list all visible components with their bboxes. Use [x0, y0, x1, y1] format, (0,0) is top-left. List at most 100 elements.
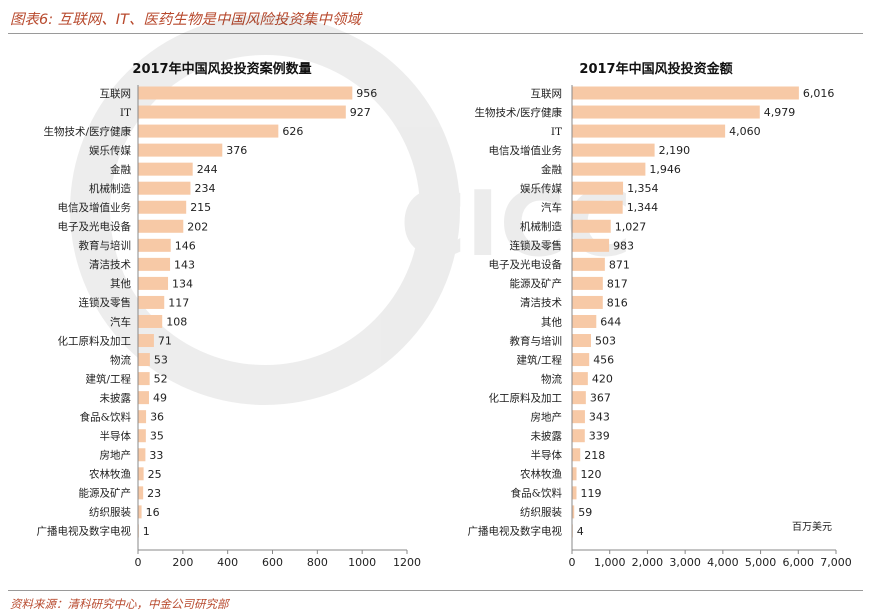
- data-label: 234: [194, 182, 215, 195]
- data-label: 871: [609, 258, 630, 271]
- bar: [572, 276, 603, 290]
- bar: [572, 334, 591, 348]
- x-tick-label: 400: [217, 556, 238, 569]
- category-label: 纺织服装: [520, 506, 562, 519]
- data-label: 4,060: [729, 125, 761, 138]
- category-label: 娱乐传媒: [520, 182, 562, 195]
- bar: [138, 295, 165, 309]
- x-tick-label: 1,000: [594, 556, 626, 569]
- top-divider: [8, 33, 863, 34]
- category-label: 清洁技术: [89, 258, 131, 271]
- bar: [572, 467, 577, 481]
- data-label: 339: [589, 430, 610, 443]
- data-label: 503: [595, 335, 616, 348]
- data-label: 202: [187, 220, 208, 233]
- x-tick-label: 1000: [348, 556, 376, 569]
- data-label: 59: [578, 506, 592, 519]
- category-label: 食品&饮料: [511, 487, 563, 500]
- data-label: 367: [590, 392, 611, 405]
- x-tick-label: 0: [135, 556, 142, 569]
- x-tick-label: 2,000: [632, 556, 664, 569]
- category-label: 其他: [110, 277, 131, 290]
- data-label: 244: [197, 163, 218, 176]
- category-label: 清洁技术: [520, 296, 562, 309]
- bar: [138, 334, 154, 348]
- bar: [572, 238, 610, 252]
- bar: [572, 410, 585, 424]
- data-label: 119: [580, 487, 601, 500]
- category-label: 互联网: [100, 88, 132, 100]
- data-label: 36: [150, 411, 164, 424]
- category-label: 教育与培训: [79, 239, 132, 252]
- category-label: 化工原料及加工: [489, 391, 563, 404]
- data-label: 4,979: [764, 106, 796, 119]
- data-label: 215: [190, 201, 211, 214]
- data-label: 71: [158, 335, 172, 348]
- bar: [138, 181, 191, 195]
- x-tick-label: 6,000: [783, 556, 815, 569]
- bar: [572, 486, 577, 500]
- data-label: 1,946: [649, 163, 681, 176]
- category-label: 食品&饮料: [80, 410, 132, 423]
- bar: [138, 162, 193, 176]
- category-label: 机械制造: [89, 182, 131, 195]
- category-label: 电子及光电设备: [58, 220, 132, 233]
- source-note: 资料来源：清科研究中心，中金公司研究部: [10, 597, 229, 611]
- x-tick-label: 200: [172, 556, 193, 569]
- data-label: 134: [172, 277, 193, 290]
- data-label: 1,354: [627, 182, 659, 195]
- category-label: 电信及增值业务: [58, 201, 132, 214]
- bar: [572, 295, 603, 309]
- bar: [138, 372, 150, 386]
- data-label: 218: [584, 449, 605, 462]
- category-label: 未披露: [531, 430, 563, 443]
- x-tick-label: 7,000: [820, 556, 852, 569]
- category-label: 未披露: [100, 391, 132, 404]
- category-label: 汽车: [541, 201, 562, 214]
- bar: [572, 372, 588, 386]
- bar: [572, 162, 646, 176]
- category-label: 连锁及零售: [79, 296, 132, 309]
- bar: [572, 429, 585, 443]
- category-label: 娱乐传媒: [89, 144, 131, 157]
- category-label: 广播电视及数字电视: [468, 525, 563, 538]
- category-label: 建筑/工程: [85, 372, 131, 385]
- bar: [138, 314, 163, 328]
- bar: [138, 486, 144, 500]
- x-tick-label: 1200: [393, 556, 421, 569]
- data-label: 16: [146, 506, 160, 519]
- bar: [138, 353, 150, 367]
- x-tick-label: 3,000: [669, 556, 701, 569]
- category-label: 能源及矿产: [79, 487, 132, 500]
- bar: [138, 391, 149, 405]
- bar: [572, 181, 624, 195]
- data-label: 49: [153, 392, 167, 405]
- category-label: IT: [120, 107, 131, 119]
- category-label: 半导体: [531, 449, 563, 462]
- category-label: 生物技术/医疗健康: [43, 125, 131, 138]
- data-label: 817: [607, 277, 628, 290]
- data-label: 4: [577, 525, 584, 538]
- chart-title: 2017年中国风投投资案例数量: [132, 61, 311, 77]
- bar: [572, 391, 586, 405]
- bar: [138, 200, 187, 214]
- x-tick-label: 0: [569, 556, 576, 569]
- chart-title: 2017年中国风投投资金额: [579, 61, 732, 77]
- bottom-divider: [8, 590, 863, 591]
- category-label: 互联网: [531, 88, 563, 100]
- data-label: 927: [350, 106, 371, 119]
- bar: [138, 86, 353, 100]
- category-label: IT: [551, 126, 562, 138]
- bar: [138, 257, 171, 271]
- data-label: 23: [147, 487, 161, 500]
- data-label: 108: [166, 315, 187, 328]
- bar: [138, 219, 184, 233]
- data-label: 120: [581, 468, 602, 481]
- data-label: 146: [175, 239, 196, 252]
- data-label: 53: [154, 354, 168, 367]
- figure-title: 图表6: 互联网、IT、医药生物是中国风险投资集中领域: [10, 12, 361, 28]
- x-tick-label: 600: [262, 556, 283, 569]
- category-label: 物流: [541, 372, 562, 385]
